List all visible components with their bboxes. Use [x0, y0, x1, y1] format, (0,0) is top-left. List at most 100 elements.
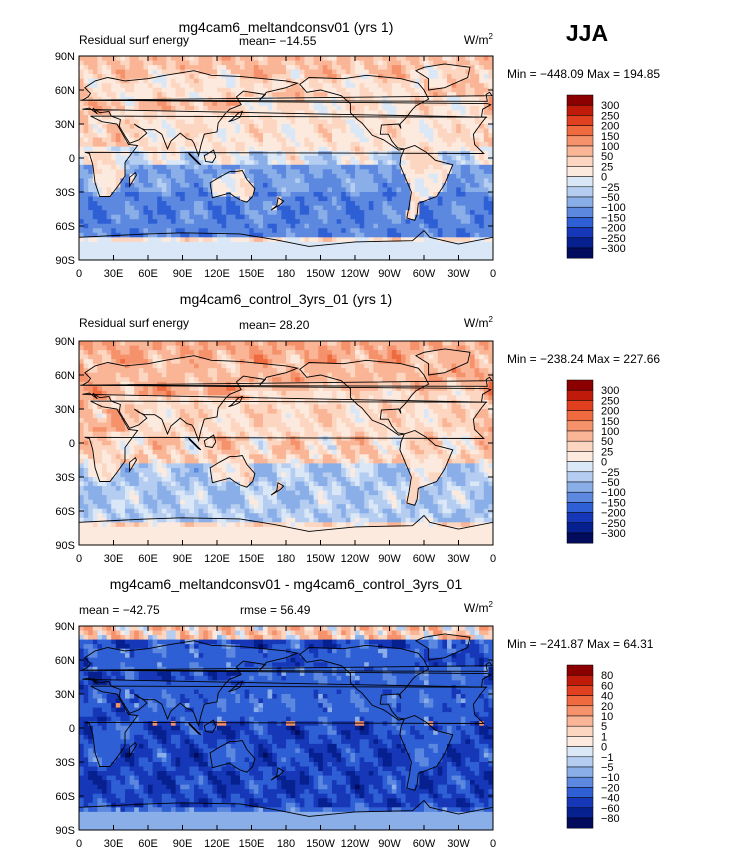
field-cell [286, 56, 292, 62]
field-cell [410, 60, 416, 66]
field-cell [414, 92, 420, 98]
field-cell [180, 83, 186, 89]
field-cell [299, 160, 305, 166]
season-label: JJA [566, 20, 608, 46]
field-cell [212, 372, 218, 378]
field-cell [244, 201, 250, 207]
field-cell [387, 228, 393, 234]
field-cell [207, 363, 213, 369]
field-cell [483, 133, 489, 139]
field-cell [180, 110, 186, 116]
field-cell [184, 228, 190, 234]
field-cell [405, 214, 411, 220]
field-cell [249, 196, 255, 202]
field-cell [157, 146, 163, 152]
field-cell [143, 114, 149, 121]
field-cell [194, 110, 200, 116]
field-cell [111, 223, 117, 229]
field-cell [88, 341, 94, 347]
field-cell [152, 56, 158, 62]
field-cell [470, 65, 476, 71]
field-cell [79, 377, 85, 383]
field-cell [437, 345, 443, 351]
field-cell [189, 173, 195, 179]
field-cell [488, 169, 493, 175]
field-cell [281, 173, 287, 179]
field-cell [290, 201, 296, 207]
field-cell [419, 359, 425, 365]
field-cell [217, 359, 223, 365]
field-cell [318, 377, 324, 383]
field-cell [322, 105, 328, 111]
field-cell [97, 146, 103, 152]
field-cell [336, 214, 342, 220]
field-cell [405, 169, 411, 175]
field-cell [488, 241, 493, 247]
field-cell [263, 214, 269, 220]
field-cell [115, 69, 121, 75]
field-cell [276, 83, 282, 89]
field-cell [456, 119, 462, 125]
field-cell [378, 350, 384, 356]
field-cell [217, 69, 223, 75]
field-cell [166, 110, 172, 116]
field-cell [391, 60, 397, 66]
field-cell [249, 124, 255, 130]
field-cell [368, 377, 374, 383]
field-cell [276, 155, 282, 161]
field-cell [267, 241, 273, 247]
field-cell [83, 372, 89, 378]
field-cell [203, 359, 209, 365]
field-cell [465, 241, 471, 247]
field-cell [442, 83, 448, 89]
field-cell [272, 92, 278, 98]
field-cell [405, 363, 411, 369]
field-cell [428, 110, 434, 116]
field-cell [138, 60, 144, 66]
field-cell [143, 105, 149, 111]
field-cell [322, 114, 328, 121]
field-cell [470, 142, 476, 148]
field-cell [483, 192, 489, 198]
field-cell [295, 101, 301, 107]
field-cell [212, 142, 218, 148]
field-cell [129, 92, 135, 98]
field-cell [456, 101, 462, 107]
field-cell [382, 196, 388, 202]
field-cell [378, 210, 384, 216]
field-cell [424, 214, 430, 220]
field-cell [419, 105, 425, 111]
field-cell [203, 101, 209, 107]
field-cell [235, 363, 241, 369]
field-cell [433, 178, 439, 184]
field-cell [244, 119, 250, 125]
field-cell [267, 146, 273, 152]
field-cell [207, 146, 213, 152]
field-cell [336, 69, 342, 75]
field-cell [451, 255, 457, 260]
field-cell [217, 119, 223, 125]
field-cell [465, 192, 471, 198]
field-cell [345, 345, 351, 351]
field-cell [437, 201, 443, 207]
field-cell [364, 187, 370, 193]
field-cell [263, 219, 269, 225]
field-cell [424, 372, 430, 378]
field-cell [152, 359, 158, 365]
field-cell [249, 187, 255, 193]
field-cell [368, 372, 374, 378]
field-cell [470, 201, 476, 207]
field-cell [299, 164, 305, 170]
field-cell [171, 142, 177, 148]
field-cell [401, 151, 407, 157]
field-cell [414, 246, 420, 252]
field-cell [460, 354, 466, 360]
field-cell [410, 133, 416, 139]
field-cell [171, 228, 177, 234]
field-cell [451, 359, 457, 365]
field-cell [249, 87, 255, 93]
field-cell [92, 164, 98, 170]
field-cell [396, 65, 402, 71]
field-cell [134, 350, 140, 356]
field-cell [410, 160, 416, 166]
